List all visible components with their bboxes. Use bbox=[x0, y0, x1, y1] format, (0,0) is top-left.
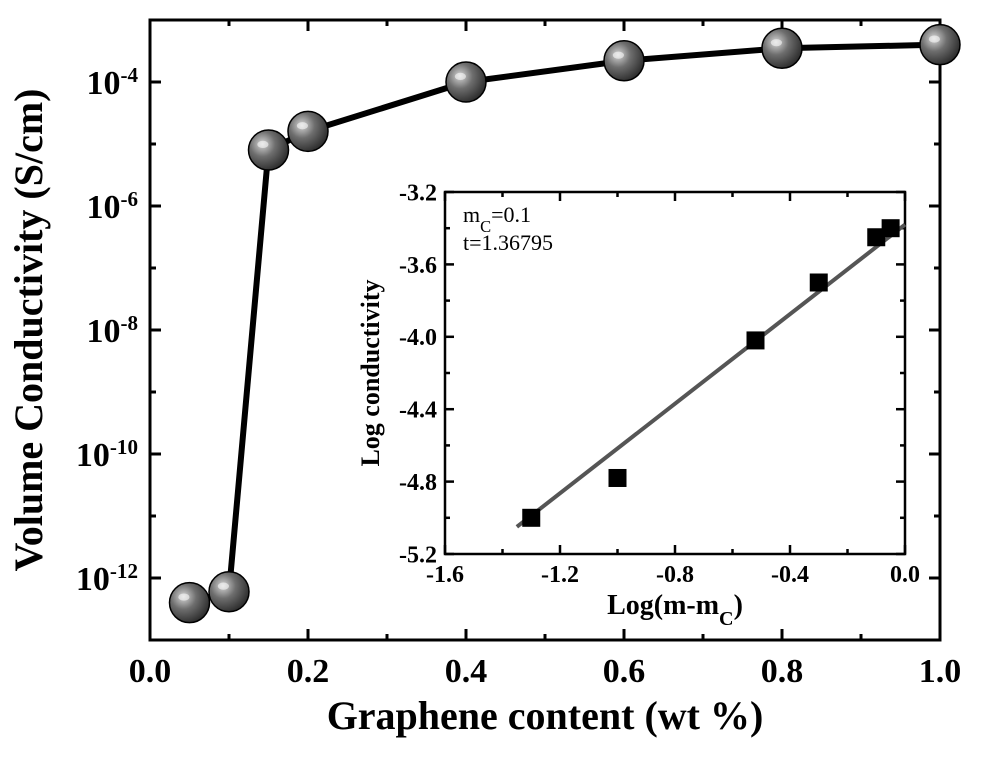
main-data-marker bbox=[288, 111, 328, 151]
marker-highlight bbox=[929, 35, 940, 42]
inset-ytick-label: -4.0 bbox=[399, 325, 437, 351]
main-data-marker bbox=[209, 572, 249, 612]
inset-ylabel: Log conductivity bbox=[356, 279, 385, 466]
main-data-marker bbox=[249, 130, 289, 170]
marker-highlight bbox=[613, 52, 624, 59]
main-data-marker bbox=[446, 62, 486, 102]
inset-xtick-label: -0.4 bbox=[771, 562, 809, 588]
chart-root: 0.0 0.2 0.4 0.6 0.8 1.0 10-12 10-10 10-8 10-6 10-4… bbox=[0, 0, 1000, 770]
inset-data-marker bbox=[882, 219, 900, 237]
marker-highlight bbox=[218, 583, 229, 590]
main-data-marker bbox=[604, 41, 644, 81]
main-xtick-label: 0.4 bbox=[445, 653, 488, 690]
main-ytick-label: 10-6 bbox=[86, 187, 138, 226]
inset-ytick-label: -5.2 bbox=[399, 542, 437, 568]
main-data-marker bbox=[920, 25, 960, 65]
inset-xtick-label: 0.0 bbox=[890, 562, 920, 588]
inset-ytick-label: -3.2 bbox=[399, 180, 437, 206]
inset-ytick-label: -3.6 bbox=[399, 253, 437, 279]
marker-highlight bbox=[178, 593, 189, 600]
inset-data-marker bbox=[747, 331, 765, 349]
marker-highlight bbox=[455, 73, 466, 80]
main-xtick-label: 0.6 bbox=[603, 653, 646, 690]
main-data-marker bbox=[170, 583, 210, 623]
inset-annotation-t: t=1.36795 bbox=[463, 230, 553, 255]
inset-ytick-label: -4.8 bbox=[399, 470, 437, 496]
main-xtick-label: 1.0 bbox=[919, 653, 962, 690]
main-ytick-label: 10-12 bbox=[76, 559, 138, 598]
main-xlabel: Graphene content (wt %) bbox=[327, 693, 764, 738]
inset-xtick-label: -0.8 bbox=[656, 562, 694, 588]
inset-data-marker bbox=[522, 509, 540, 527]
main-ytick-label: 10-8 bbox=[86, 311, 138, 350]
main-xtick-label: 0.8 bbox=[761, 653, 804, 690]
inset-xlabel: Log(m-mC) bbox=[607, 590, 743, 630]
inset-ytick-label: -4.4 bbox=[399, 398, 437, 424]
main-ytick-label: 10-10 bbox=[76, 435, 138, 474]
main-xtick-label: 0.0 bbox=[129, 653, 172, 690]
marker-highlight bbox=[257, 141, 268, 148]
inset-chart: -1.6-1.2-0.8-0.40.0-5.2-4.8-4.4-4.0-3.6-… bbox=[356, 180, 920, 630]
marker-highlight bbox=[771, 39, 782, 46]
main-data-marker bbox=[762, 28, 802, 68]
inset-xtick-label: -1.2 bbox=[541, 562, 579, 588]
main-ylabel: Volume Conductivity (S/cm) bbox=[6, 89, 51, 572]
inset-data-marker bbox=[609, 469, 627, 487]
marker-highlight bbox=[297, 122, 308, 129]
main-xtick-label: 0.2 bbox=[287, 653, 330, 690]
main-ytick-label: 10-4 bbox=[86, 63, 138, 102]
chart-svg: 0.0 0.2 0.4 0.6 0.8 1.0 10-12 10-10 10-8 10-6 10-4… bbox=[0, 0, 1000, 770]
inset-data-marker bbox=[810, 274, 828, 292]
